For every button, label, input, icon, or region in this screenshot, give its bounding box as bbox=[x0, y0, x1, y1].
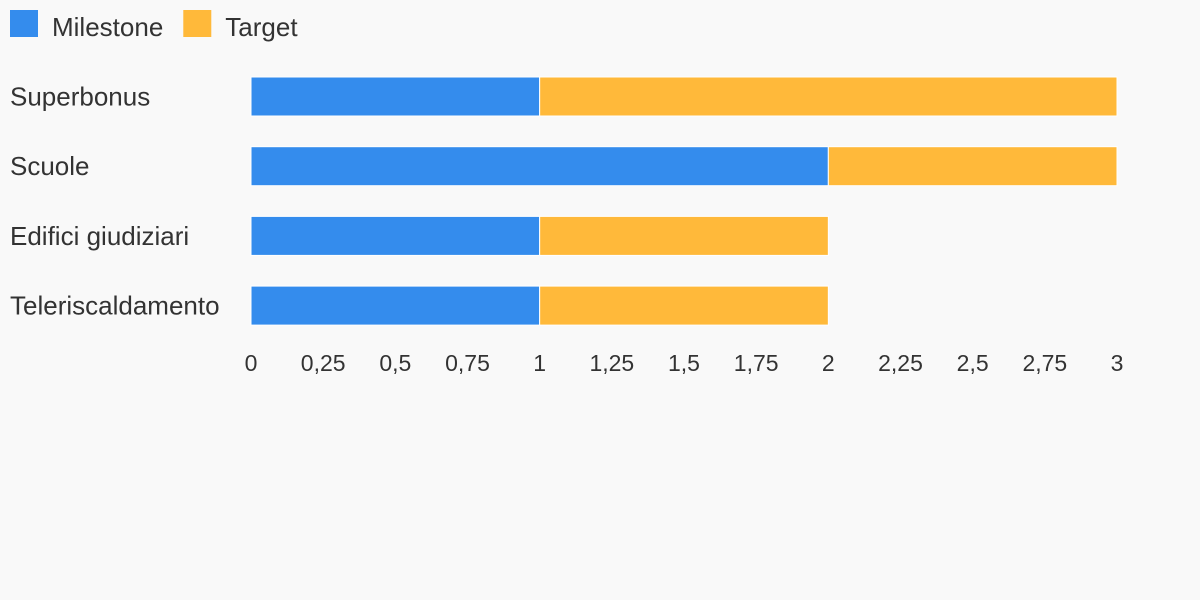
category-label-teleriscaldamento: Teleriscaldamento bbox=[10, 291, 220, 321]
bar-teleriscaldamento-milestone bbox=[250, 285, 541, 326]
bar-scuole-target bbox=[827, 146, 1118, 187]
category-label-edifici-giudiziari: Edifici giudiziari bbox=[10, 221, 189, 251]
x-tick-label: 0,25 bbox=[301, 350, 346, 376]
x-tick-label: 2 bbox=[822, 350, 835, 376]
x-tick-label: 1,25 bbox=[589, 350, 634, 376]
bars bbox=[250, 76, 1118, 326]
x-tick-label: 2,5 bbox=[957, 350, 989, 376]
x-tick-label: 0,5 bbox=[379, 350, 411, 376]
x-axis-ticks: 0 0,25 0,5 0,75 1 1,25 1,5 1,75 2 2,25 2,5 2,75 3 bbox=[245, 350, 1124, 376]
bar-edifici-giudiziari-target bbox=[539, 215, 829, 256]
bar-teleriscaldamento-target bbox=[539, 285, 829, 326]
x-tick-label: 3 bbox=[1111, 350, 1124, 376]
legend: Milestone Target bbox=[10, 10, 298, 42]
category-labels: Superbonus Scuole Edifici giudiziari Teleri… bbox=[10, 82, 220, 321]
bar-edifici-giudiziari-milestone bbox=[250, 215, 541, 256]
x-tick-label: 0 bbox=[245, 350, 258, 376]
category-label-scuole: Scuole bbox=[10, 151, 90, 181]
bar-superbonus-target bbox=[539, 76, 1118, 117]
x-tick-label: 2,75 bbox=[1022, 350, 1067, 376]
x-tick-label: 1 bbox=[533, 350, 546, 376]
x-tick-label: 1,5 bbox=[668, 350, 700, 376]
legend-label-milestone: Milestone bbox=[52, 12, 163, 42]
legend-swatch-target bbox=[183, 10, 212, 37]
x-tick-label: 0,75 bbox=[445, 350, 490, 376]
x-tick-label: 2,25 bbox=[878, 350, 923, 376]
category-label-superbonus: Superbonus bbox=[10, 82, 150, 112]
x-tick-label: 1,75 bbox=[734, 350, 779, 376]
legend-swatch-milestone bbox=[10, 10, 38, 37]
legend-label-target: Target bbox=[225, 12, 298, 42]
bar-scuole-milestone bbox=[250, 146, 829, 187]
bar-superbonus-milestone bbox=[250, 76, 541, 117]
